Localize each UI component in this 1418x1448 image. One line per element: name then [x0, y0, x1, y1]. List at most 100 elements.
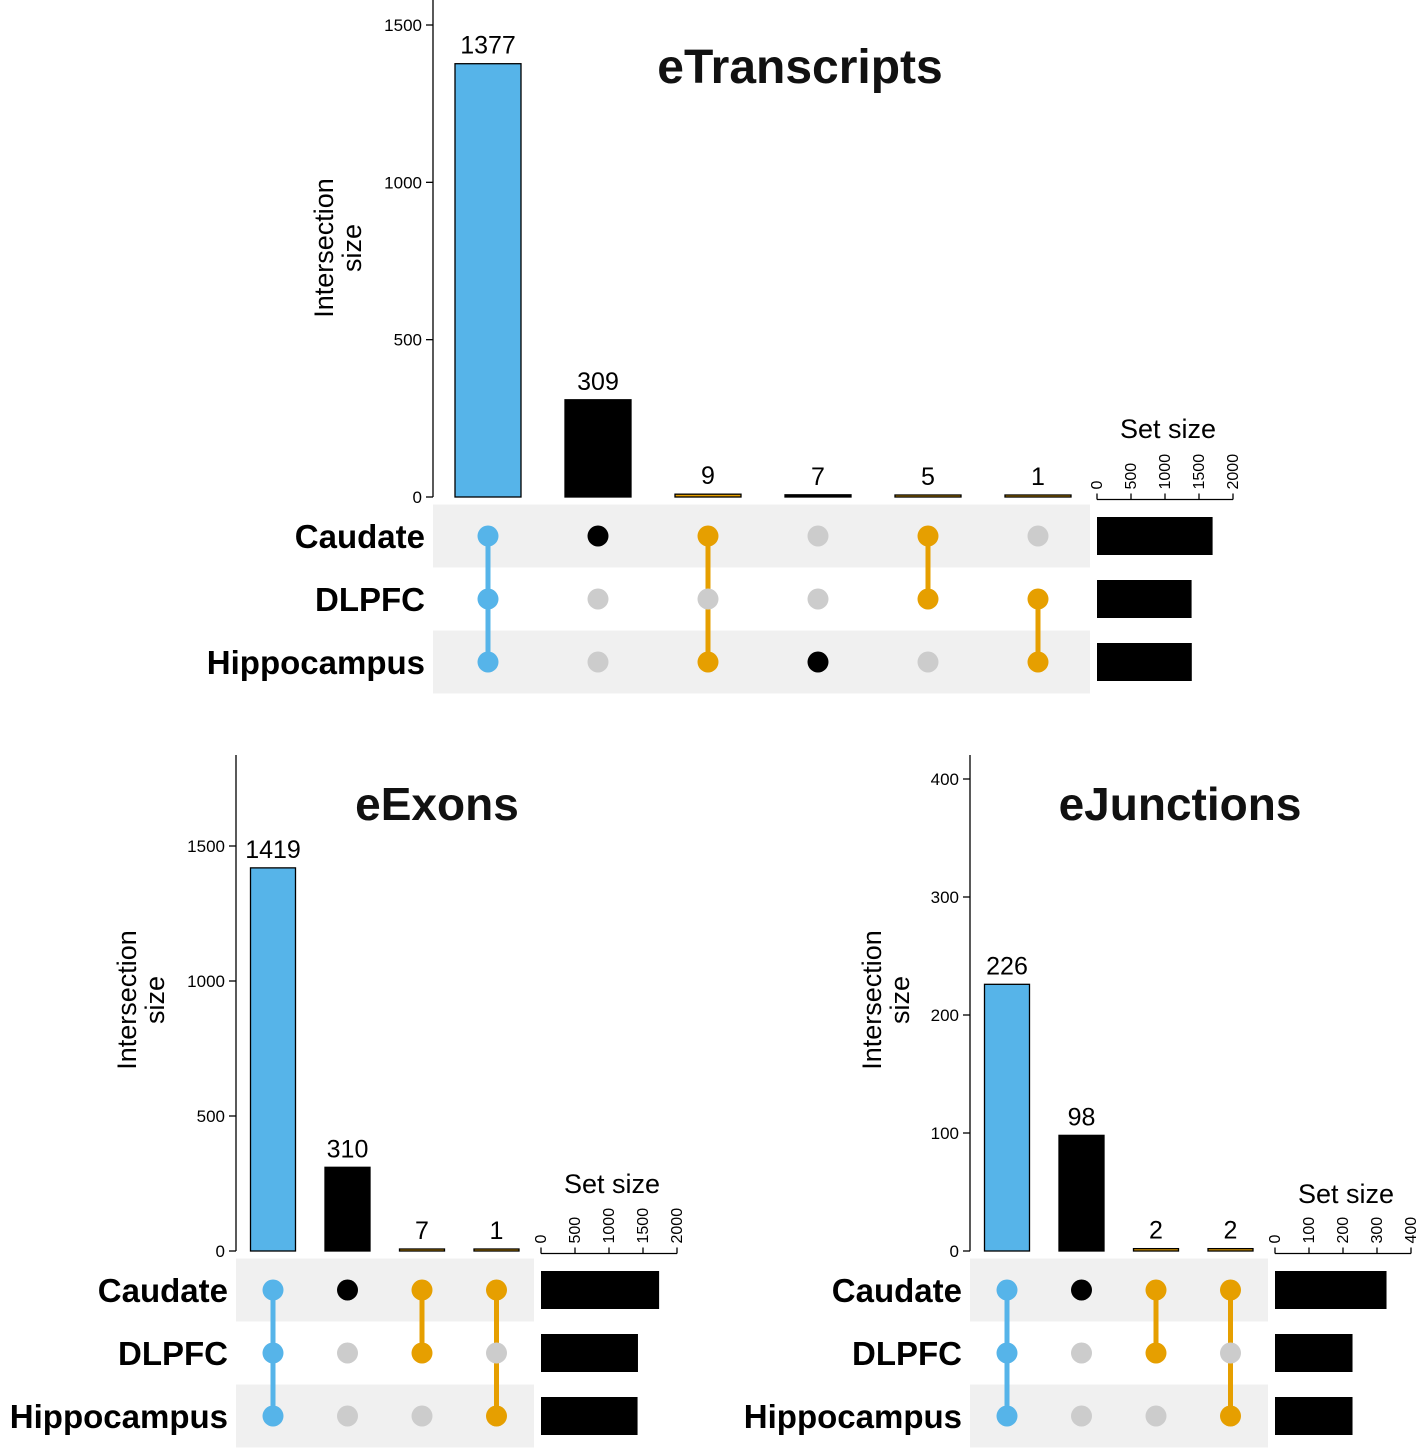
y-tick-label: 0 — [413, 488, 422, 507]
matrix-dot-filled — [996, 1405, 1018, 1427]
matrix-dot-empty — [697, 588, 719, 610]
intersection-bar — [1207, 1247, 1254, 1252]
intersection-bar-label: 226 — [986, 952, 1028, 980]
matrix-dot-filled — [1145, 1342, 1167, 1364]
set-size-bar — [1275, 1334, 1353, 1372]
matrix-dot-filled — [917, 588, 939, 610]
matrix-dot-filled — [996, 1279, 1018, 1301]
y-tick-label: 1500 — [187, 837, 225, 856]
intersection-bar — [324, 1166, 371, 1252]
y-axis-label-line: size — [140, 976, 170, 1024]
intersection-bar-label: 5 — [921, 463, 935, 491]
intersection-bar — [473, 1248, 520, 1252]
matrix-dot-filled — [1220, 1279, 1241, 1301]
set-label-hippocampus: Hippocampus — [207, 644, 425, 681]
matrix-dot-empty — [807, 525, 829, 547]
set-label-dlpfc: DLPFC — [315, 581, 425, 618]
set-size-bar — [1097, 517, 1213, 555]
intersection-bar-label: 309 — [577, 368, 619, 396]
intersection-bar — [1058, 1134, 1105, 1252]
matrix-row-stripe — [970, 1384, 1268, 1448]
intersection-bar — [674, 493, 742, 498]
matrix-dot-empty — [1071, 1342, 1092, 1364]
set-size-bar — [541, 1334, 638, 1372]
set-size-tick-label: 500 — [567, 1217, 584, 1244]
y-tick-label: 100 — [931, 1124, 959, 1143]
matrix-row-stripe — [433, 630, 1090, 694]
y-tick-label: 500 — [394, 331, 422, 350]
chart-title: eTranscripts — [657, 41, 942, 94]
intersection-bar — [564, 399, 632, 498]
intersection-bar-label: 310 — [327, 1135, 369, 1163]
y-tick-label: 400 — [931, 770, 959, 789]
matrix-dot-empty — [917, 651, 939, 673]
chart-title: eExons — [355, 778, 519, 830]
matrix-dot-filled — [996, 1342, 1018, 1364]
y-tick-label: 500 — [197, 1107, 225, 1126]
matrix-dot-empty — [337, 1405, 358, 1427]
set-size-title: Set size — [1298, 1179, 1394, 1209]
intersection-bar — [398, 1248, 446, 1252]
y-tick-label: 1000 — [187, 972, 225, 991]
matrix-dot-filled — [262, 1405, 284, 1427]
y-axis-label: Intersectionsize — [857, 930, 915, 1070]
set-size-tick-label: 1500 — [635, 1208, 652, 1244]
intersection-bar-label: 1377 — [460, 32, 516, 60]
set-size-tick-label: 0 — [1267, 1235, 1284, 1244]
matrix-dot-filled — [807, 651, 829, 673]
matrix-dot-empty — [1220, 1342, 1241, 1364]
matrix-dot-filled — [262, 1342, 284, 1364]
matrix-dot-empty — [807, 588, 829, 610]
y-axis-label-line: Intersection — [112, 930, 142, 1070]
matrix-dot-empty — [587, 651, 609, 673]
matrix-dot-filled — [697, 525, 719, 547]
set-label-hippocampus: Hippocampus — [10, 1398, 228, 1435]
matrix-dot-filled — [337, 1279, 358, 1301]
matrix-dot-filled — [1027, 651, 1049, 673]
set-size-bar — [1097, 580, 1192, 618]
y-axis-label: Intersectionsize — [309, 178, 367, 318]
set-size-tick-label: 0 — [533, 1235, 550, 1244]
matrix-dot-filled — [477, 525, 499, 547]
intersection-bar — [1004, 494, 1072, 498]
matrix-row-stripe — [433, 504, 1090, 568]
set-label-dlpfc: DLPFC — [118, 1335, 228, 1372]
matrix-dot-empty — [1145, 1405, 1167, 1427]
set-label-dlpfc: DLPFC — [852, 1335, 962, 1372]
matrix-dot-empty — [1027, 525, 1049, 547]
set-size-title: Set size — [564, 1169, 660, 1199]
matrix-row-stripe — [236, 1258, 534, 1322]
matrix-dot-filled — [697, 651, 719, 673]
intersection-bar-label: 7 — [811, 463, 825, 491]
intersection-bar — [784, 494, 852, 498]
matrix-dot-filled — [262, 1279, 284, 1301]
matrix-row-stripe — [970, 1258, 1268, 1322]
matrix-dot-empty — [587, 588, 609, 610]
set-label-caudate: Caudate — [832, 1272, 962, 1309]
matrix-dot-filled — [587, 525, 609, 547]
set-size-tick-label: 0 — [1089, 481, 1106, 490]
upset-panel-ejunctions: 0 100 200 300 400 Intersectionsize eJunctions C… — [744, 755, 1418, 1448]
intersection-bar-label: 1 — [490, 1217, 504, 1245]
set-size-bar — [1097, 643, 1192, 681]
matrix-dot-filled — [917, 525, 939, 547]
y-axis-label-line: Intersection — [309, 178, 339, 318]
intersection-bar-label: 9 — [701, 462, 715, 490]
set-size-tick-label: 1000 — [601, 1208, 618, 1244]
set-size-tick-label: 400 — [1403, 1217, 1418, 1244]
set-size-tick-label: 1500 — [1191, 454, 1208, 490]
matrix-dot-filled — [486, 1405, 507, 1427]
intersection-bar-label: 1 — [1031, 463, 1045, 491]
intersection-bar-label: 98 — [1068, 1103, 1096, 1131]
matrix-dot-empty — [337, 1342, 358, 1364]
set-label-caudate: Caudate — [98, 1272, 228, 1309]
set-label-caudate: Caudate — [295, 518, 425, 555]
set-size-tick-label: 100 — [1301, 1217, 1318, 1244]
matrix-dot-filled — [1071, 1279, 1092, 1301]
set-size-tick-label: 1000 — [1157, 454, 1174, 490]
set-size-title: Set size — [1120, 414, 1216, 444]
set-size-tick-label: 2000 — [1225, 454, 1242, 490]
set-size-tick-label: 500 — [1123, 463, 1140, 490]
set-size-bar — [541, 1397, 638, 1435]
